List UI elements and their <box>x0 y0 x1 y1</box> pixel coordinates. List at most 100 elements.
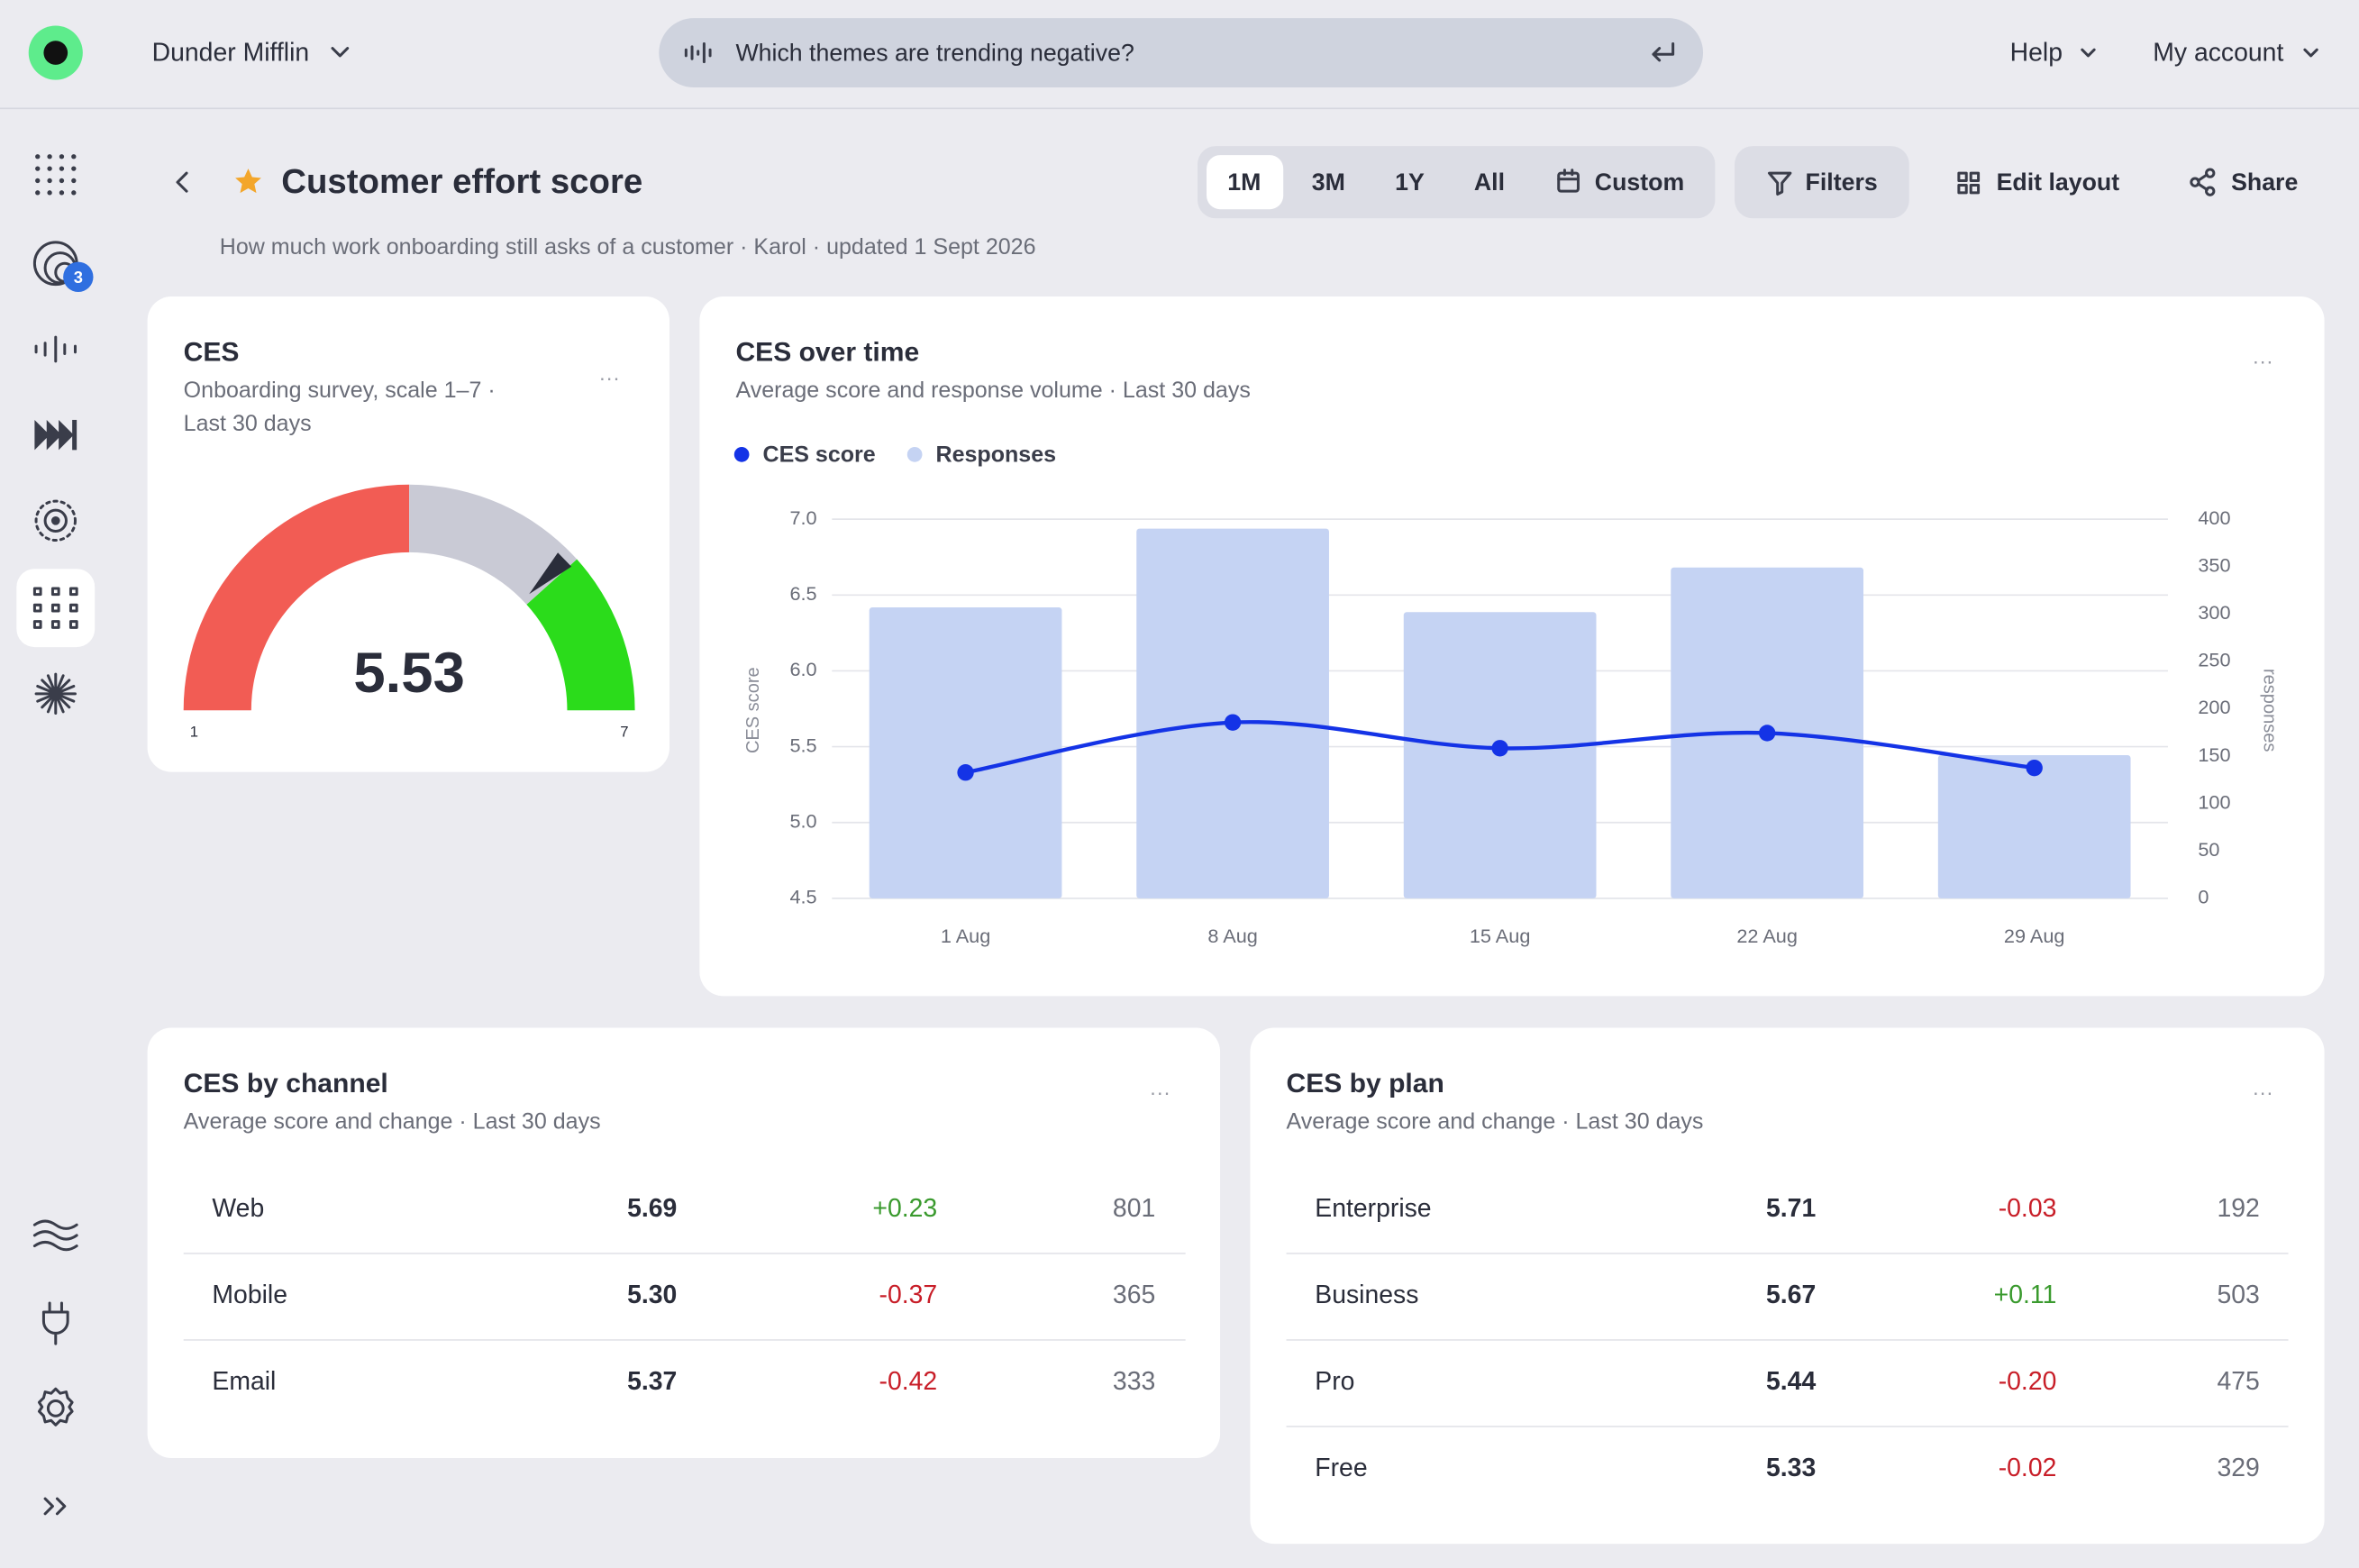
search-text[interactable]: Which themes are trending negative? <box>735 39 1134 66</box>
row-name: Enterprise <box>1315 1194 1431 1223</box>
row-name: Web <box>212 1194 264 1223</box>
gauge-band <box>183 484 410 711</box>
x-tick-label: 8 Aug <box>1207 925 1257 947</box>
row-score: 5.71 <box>1766 1194 1816 1223</box>
range-option[interactable]: 1Y <box>1395 169 1425 196</box>
line-point <box>957 764 974 781</box>
y2-tick-label: 50 <box>2198 838 2219 861</box>
range-option[interactable]: 3M <box>1312 169 1345 196</box>
x-tick-label: 22 Aug <box>1736 925 1798 947</box>
card-menu[interactable]: ··· <box>2252 350 2272 373</box>
row-count: 333 <box>1113 1367 1155 1396</box>
account-menu[interactable]: My account <box>2153 39 2283 68</box>
y2-tick-label: 150 <box>2198 743 2230 766</box>
nav-dashboards-active[interactable] <box>16 569 96 648</box>
voice-icon <box>684 42 712 64</box>
row-name: Free <box>1315 1454 1367 1482</box>
card-subtitle: Onboarding survey, scale 1–7 · Last 30 da… <box>184 378 496 436</box>
row-count: 801 <box>1113 1194 1155 1223</box>
row-count: 475 <box>2217 1367 2259 1396</box>
card-menu[interactable]: ··· <box>1150 1080 1170 1104</box>
y-axis-label: CES score <box>743 667 763 753</box>
gauge-needle <box>529 552 572 595</box>
org-chevron <box>331 47 350 58</box>
line-point <box>1758 725 1776 742</box>
layout-icon <box>1957 171 1981 195</box>
favorite-star[interactable] <box>235 169 261 194</box>
card-title: CES by channel <box>184 1069 388 1099</box>
share-button[interactable]: Share <box>2231 169 2298 196</box>
range-option[interactable]: All <box>1474 169 1505 196</box>
search-bar[interactable] <box>659 18 1704 87</box>
card-subtitle: Average score and change · Last 30 days <box>1287 1108 1704 1134</box>
range-option[interactable]: Custom <box>1595 169 1684 196</box>
plan-card <box>1250 1027 2325 1545</box>
range-option[interactable]: 1M <box>1227 169 1261 196</box>
row-score: 5.37 <box>627 1367 677 1396</box>
bar <box>869 606 1062 898</box>
line-point <box>1491 740 1508 757</box>
y2-tick-label: 200 <box>2198 696 2230 718</box>
edit-layout-button[interactable]: Edit layout <box>1997 169 2120 196</box>
nav-voice-icon[interactable] <box>34 335 77 363</box>
nav-burst-icon[interactable] <box>34 672 77 716</box>
card-subtitle: Average score and change · Last 30 days <box>184 1108 601 1134</box>
filter-icon <box>1767 171 1792 196</box>
filters-label[interactable]: Filters <box>1806 169 1878 196</box>
row-score: 5.69 <box>627 1194 677 1223</box>
row-change: -0.20 <box>1999 1367 2057 1396</box>
range-active <box>1207 155 1284 210</box>
row-change: -0.42 <box>879 1367 937 1396</box>
help-chevron <box>2081 48 2096 58</box>
row-name: Business <box>1315 1281 1418 1309</box>
y2-tick-label: 250 <box>2198 649 2230 671</box>
y2-tick-label: 0 <box>2198 886 2209 908</box>
card-menu[interactable]: ··· <box>2252 1080 2272 1104</box>
legend-label: Responses <box>936 442 1057 468</box>
nav-dashboards-icon <box>32 587 78 629</box>
row-count: 329 <box>2217 1454 2259 1482</box>
y2-tick-label: 400 <box>2198 506 2230 529</box>
filters-button[interactable] <box>1735 146 1909 219</box>
gauge-band <box>409 484 578 605</box>
legend-marker <box>733 447 750 462</box>
nav-waves-icon[interactable] <box>32 1219 78 1252</box>
channel-card <box>147 1027 1221 1458</box>
y-tick-label: 6.5 <box>789 582 816 605</box>
row-change: -0.02 <box>1999 1454 2057 1482</box>
help-menu[interactable]: Help <box>2010 39 2063 68</box>
row-score: 5.67 <box>1766 1281 1816 1309</box>
enter-icon <box>1652 42 1675 62</box>
nav-badge <box>63 261 94 293</box>
x-tick-label: 29 Aug <box>2004 925 2065 947</box>
bar <box>1937 755 2131 898</box>
row-score: 5.30 <box>627 1281 677 1309</box>
back-button[interactable] <box>176 171 188 193</box>
nav-plug-icon[interactable] <box>41 1301 69 1345</box>
y2-axis-label: responses <box>2260 669 2280 752</box>
x-tick-label: 15 Aug <box>1470 925 1531 947</box>
y2-tick-label: 350 <box>2198 553 2230 576</box>
card-title: CES over time <box>735 337 919 367</box>
nav-expand-icon[interactable] <box>43 1497 67 1516</box>
card-title: CES by plan <box>1287 1069 1444 1099</box>
nav-grid-icon[interactable] <box>35 154 77 196</box>
org-name[interactable]: Dunder Mifflin <box>152 39 310 68</box>
nav-forward-icon[interactable] <box>34 419 77 451</box>
gauge-min-label: 1 <box>190 724 198 741</box>
legend-marker <box>906 447 923 462</box>
row-score: 5.33 <box>1766 1454 1816 1482</box>
row-name: Pro <box>1315 1367 1354 1396</box>
nav-badge-count: 3 <box>74 268 83 287</box>
account-chevron <box>2303 48 2318 58</box>
calendar-icon <box>1557 169 1580 193</box>
row-name: Mobile <box>212 1281 287 1309</box>
nav-target-icon[interactable] <box>34 499 77 542</box>
y-tick-label: 4.5 <box>789 886 816 908</box>
x-tick-label: 1 Aug <box>941 925 990 947</box>
card-menu[interactable]: ··· <box>599 366 620 389</box>
nav-settings-icon[interactable] <box>37 1387 74 1427</box>
row-change: -0.03 <box>1999 1194 2057 1223</box>
